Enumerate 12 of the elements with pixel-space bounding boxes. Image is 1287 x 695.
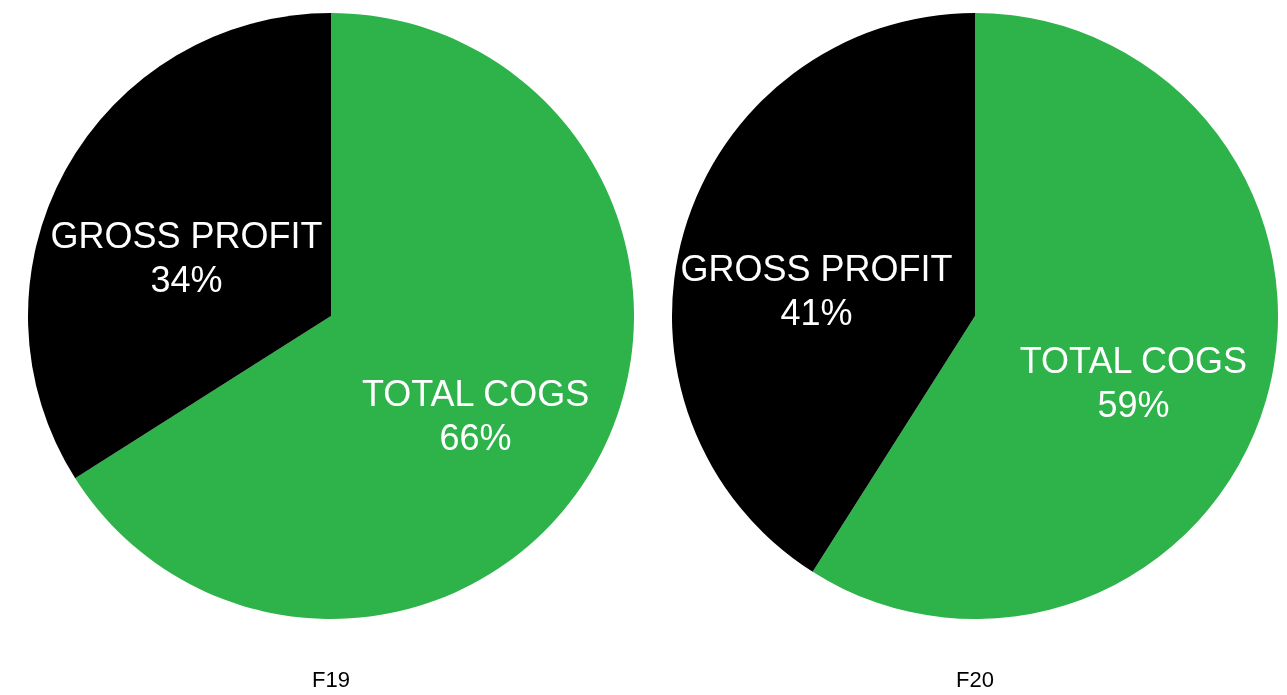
pie-slice bbox=[28, 13, 331, 479]
data-label: 66% bbox=[439, 417, 512, 459]
pie-slice bbox=[672, 13, 975, 572]
slice-label: GROSS PROFIT bbox=[680, 247, 953, 289]
data-label: 41% bbox=[780, 291, 853, 333]
slice-label: GROSS PROFIT bbox=[50, 214, 323, 256]
text: F20 bbox=[956, 667, 994, 692]
data-label: 34% bbox=[150, 258, 223, 300]
slice-label: TOTAL COGS bbox=[361, 373, 590, 415]
slice-label: TOTAL COGS bbox=[1019, 340, 1248, 382]
text: F19 bbox=[312, 667, 350, 692]
data-label: 59% bbox=[1097, 384, 1170, 426]
